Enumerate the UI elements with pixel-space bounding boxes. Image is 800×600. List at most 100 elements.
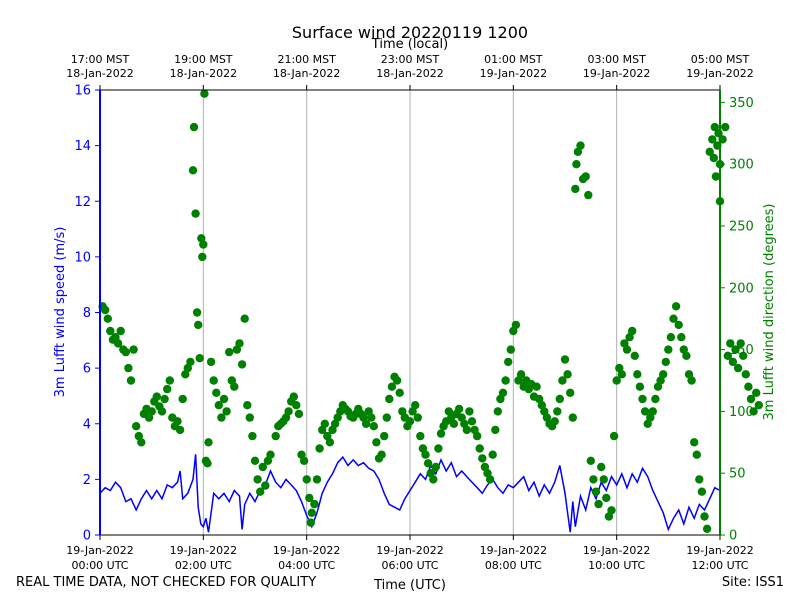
wind-direction-point (271, 431, 280, 441)
wind-direction-point (566, 388, 575, 397)
wind-direction-point (250, 456, 260, 465)
bottom-tick-time: 10:00 UTC (588, 559, 645, 572)
wind-direction-point (372, 438, 381, 447)
wind-direction-point (664, 345, 673, 354)
direction-series (98, 89, 763, 533)
wind-direction-point (532, 382, 541, 391)
wind-direction-point (682, 351, 691, 360)
left-tick-label: 2 (83, 473, 91, 488)
wind-direction-point (116, 326, 125, 336)
wind-direction-point (188, 166, 198, 175)
site-label: Site: ISS1 (721, 575, 784, 590)
wind-direction-point (258, 462, 267, 472)
chart-title: Surface wind 20220119 1200 (292, 23, 528, 42)
wind-direction-point (173, 417, 182, 426)
bottom-tick-time: 00:00 UTC (71, 559, 128, 572)
bottom-tick-time: 08:00 UTC (485, 559, 542, 572)
top-tick-date: 18-Jan-2022 (273, 67, 341, 80)
wind-direction-point (382, 413, 391, 422)
wind-direction-point (746, 394, 756, 404)
wind-direction-point (191, 209, 200, 218)
left-tick-label: 0 (83, 529, 91, 544)
wind-direction-point (189, 122, 199, 132)
wind-direction-point (674, 320, 683, 330)
wind-direction-point (640, 407, 650, 416)
wind-direction-point (690, 438, 699, 447)
speed-series (99, 454, 721, 533)
wind-direction-point (325, 438, 335, 447)
wind-direction-point (586, 456, 595, 465)
wind-direction-point (741, 370, 750, 379)
wind-direction-point (462, 425, 471, 435)
wind-direction-point (253, 475, 262, 484)
wind-direction-point (307, 508, 316, 517)
wind-direction-point (240, 314, 249, 323)
wind-direction-point (299, 456, 309, 465)
wind-direction-point (245, 413, 254, 422)
wind-direction-point (671, 302, 681, 311)
wind-direction-point (294, 409, 304, 419)
wind-direction-point (501, 376, 510, 385)
bottom-tick-time: 04:00 UTC (278, 559, 335, 572)
wind-direction-point (147, 407, 156, 416)
wind-direction-point (511, 320, 521, 330)
wind-direction-point (367, 413, 376, 422)
wind-direction-point (416, 431, 425, 441)
wind-direction-point (449, 419, 459, 428)
wind-direction-point (465, 407, 474, 416)
wind-direction-point (292, 401, 301, 410)
wind-direction-point (504, 357, 513, 367)
wind-direction-point (597, 462, 606, 472)
wind-direction-point (302, 475, 311, 484)
wind-direction-point (434, 444, 443, 453)
bottom-tick-date: 19-Jan-2022 (273, 544, 341, 557)
wind-direction-point (591, 487, 601, 496)
bottom-tick-time: 12:00 UTC (691, 559, 748, 572)
wind-direction-point (752, 388, 761, 397)
wind-direction-point (266, 450, 275, 459)
wind-direction-point (581, 172, 590, 181)
wind-direction-point (212, 388, 221, 397)
wind-direction-point (305, 493, 314, 503)
wind-direction-point (429, 475, 438, 484)
wind-direction-point (103, 314, 113, 323)
wind-direction-point (695, 475, 704, 484)
wind-direction-point (206, 357, 216, 367)
wind-direction-point (289, 392, 298, 401)
wind-direction-point (635, 382, 645, 391)
wind-direction-point (648, 407, 657, 416)
wind-direction-point (160, 394, 169, 404)
wind-direction-point (687, 376, 696, 385)
wind-direction-point (666, 333, 676, 342)
wind-direction-point (124, 363, 133, 373)
wind-direction-point (195, 354, 204, 363)
wind-speed-line (99, 454, 721, 533)
wind-direction-point (622, 345, 632, 354)
wind-direction-point (192, 308, 202, 317)
wind-direction-point (731, 345, 740, 354)
wind-direction-point (708, 135, 717, 144)
wind-direction-point (369, 422, 378, 431)
wind-direction-point (152, 392, 161, 401)
tick-labels: 0 2 4 6 8 10 12 14 16 0 50 100 150 200 250 300 350 19-Jan… (66, 53, 754, 572)
wind-direction-point (199, 240, 208, 249)
wind-direction-point (568, 413, 577, 422)
wind-direction-point (749, 407, 758, 416)
bottom-tick-date: 19-Jan-2022 (170, 544, 238, 557)
bottom-tick-date: 19-Jan-2022 (686, 544, 754, 557)
top-tick-time: 05:00 MST (691, 53, 750, 66)
wind-direction-point (700, 512, 709, 521)
right-tick-label: 200 (729, 281, 754, 296)
wind-direction-point (607, 506, 616, 515)
wind-direction-point (488, 450, 497, 459)
wind-direction-point (576, 141, 585, 150)
wind-direction-point (478, 454, 487, 463)
wind-direction-point (411, 401, 420, 410)
wind-direction-point (126, 376, 136, 385)
right-tick-label: 50 (729, 467, 746, 482)
top-tick-time: 01:00 MST (484, 53, 543, 66)
wind-direction-point (423, 459, 433, 468)
left-tick-label: 12 (74, 195, 91, 210)
wind-direction-point (651, 394, 660, 404)
wind-direction-point (555, 394, 564, 404)
